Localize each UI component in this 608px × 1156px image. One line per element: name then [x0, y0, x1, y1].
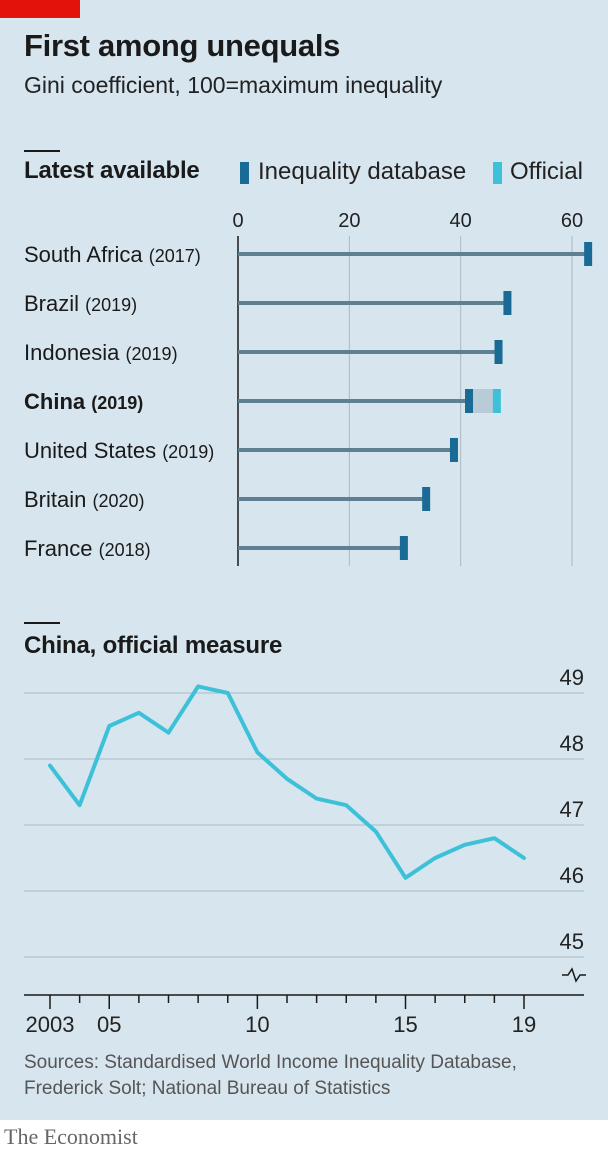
category-year: (2019) — [126, 344, 178, 364]
category-label: South Africa (2017) — [24, 242, 201, 267]
x-tick-label: 05 — [97, 1012, 121, 1037]
category-year: (2020) — [92, 491, 144, 511]
category-label: United States (2019) — [24, 438, 214, 463]
category-label: Britain (2020) — [24, 487, 145, 512]
section-title-china: China, official measure — [24, 632, 283, 659]
category-year: (2019) — [162, 442, 214, 462]
category-label: Indonesia (2019) — [24, 340, 178, 365]
y-tick-label: 49 — [560, 665, 584, 690]
category-name: South Africa — [24, 242, 149, 267]
category-name: France — [24, 536, 99, 561]
category-name: China — [24, 389, 91, 414]
y-tick-label: 46 — [560, 863, 584, 888]
category-label: France (2018) — [24, 536, 151, 561]
category-name: Indonesia — [24, 340, 126, 365]
database-marker — [503, 291, 512, 315]
category-name: Britain — [24, 487, 92, 512]
legend-swatch-database — [240, 162, 249, 184]
x-tick-label: 10 — [245, 1012, 269, 1037]
section-rule-top — [24, 150, 60, 152]
range-band — [469, 389, 497, 413]
database-marker — [449, 438, 458, 462]
category-label: China (2019) — [24, 389, 143, 414]
x-tick-label: 20 — [338, 210, 360, 232]
line-chart: 45 46 47 48 49 2003 05 10 15 19 — [24, 665, 586, 1037]
database-marker — [465, 389, 474, 413]
x-tick-label: 19 — [512, 1012, 536, 1037]
official-marker — [492, 389, 501, 413]
database-marker — [422, 487, 431, 511]
x-tick-label: 60 — [561, 210, 583, 232]
series-line-china-official — [48, 684, 526, 880]
y-tick-label: 48 — [560, 731, 584, 756]
brand-logo: The Economist — [4, 1124, 138, 1149]
sources-note: Sources: Standardised World Income Inequ… — [24, 1052, 517, 1099]
section-title-latest: Latest available — [24, 157, 200, 184]
database-marker — [494, 340, 503, 364]
legend-label-official: Official — [510, 158, 583, 185]
category-year: (2018) — [99, 540, 151, 560]
y-tick-label: 45 — [560, 929, 584, 954]
category-label: Brazil (2019) — [24, 291, 137, 316]
y-tick-label: 47 — [560, 797, 584, 822]
brand-red-tag — [0, 0, 80, 18]
chart-title: First among unequals — [24, 28, 341, 63]
category-year: (2019) — [91, 393, 143, 413]
x-tick-label: 40 — [450, 210, 472, 232]
x-tick-label: 0 — [232, 210, 243, 232]
section-rule-bottom — [24, 622, 60, 624]
database-marker — [399, 536, 408, 560]
chart-panel — [0, 0, 608, 1120]
category-name: United States — [24, 438, 162, 463]
legend-swatch-official — [493, 162, 502, 184]
category-name: Brazil — [24, 291, 85, 316]
category-year: (2017) — [149, 246, 201, 266]
chart-subtitle: Gini coefficient, 100=maximum inequality — [24, 72, 443, 98]
database-marker — [584, 242, 593, 266]
axis-break-icon — [562, 967, 586, 983]
legend-label-database: Inequality database — [258, 158, 467, 185]
category-year: (2019) — [85, 295, 137, 315]
x-tick-label: 15 — [393, 1012, 417, 1037]
x-tick-label: 2003 — [26, 1012, 75, 1037]
